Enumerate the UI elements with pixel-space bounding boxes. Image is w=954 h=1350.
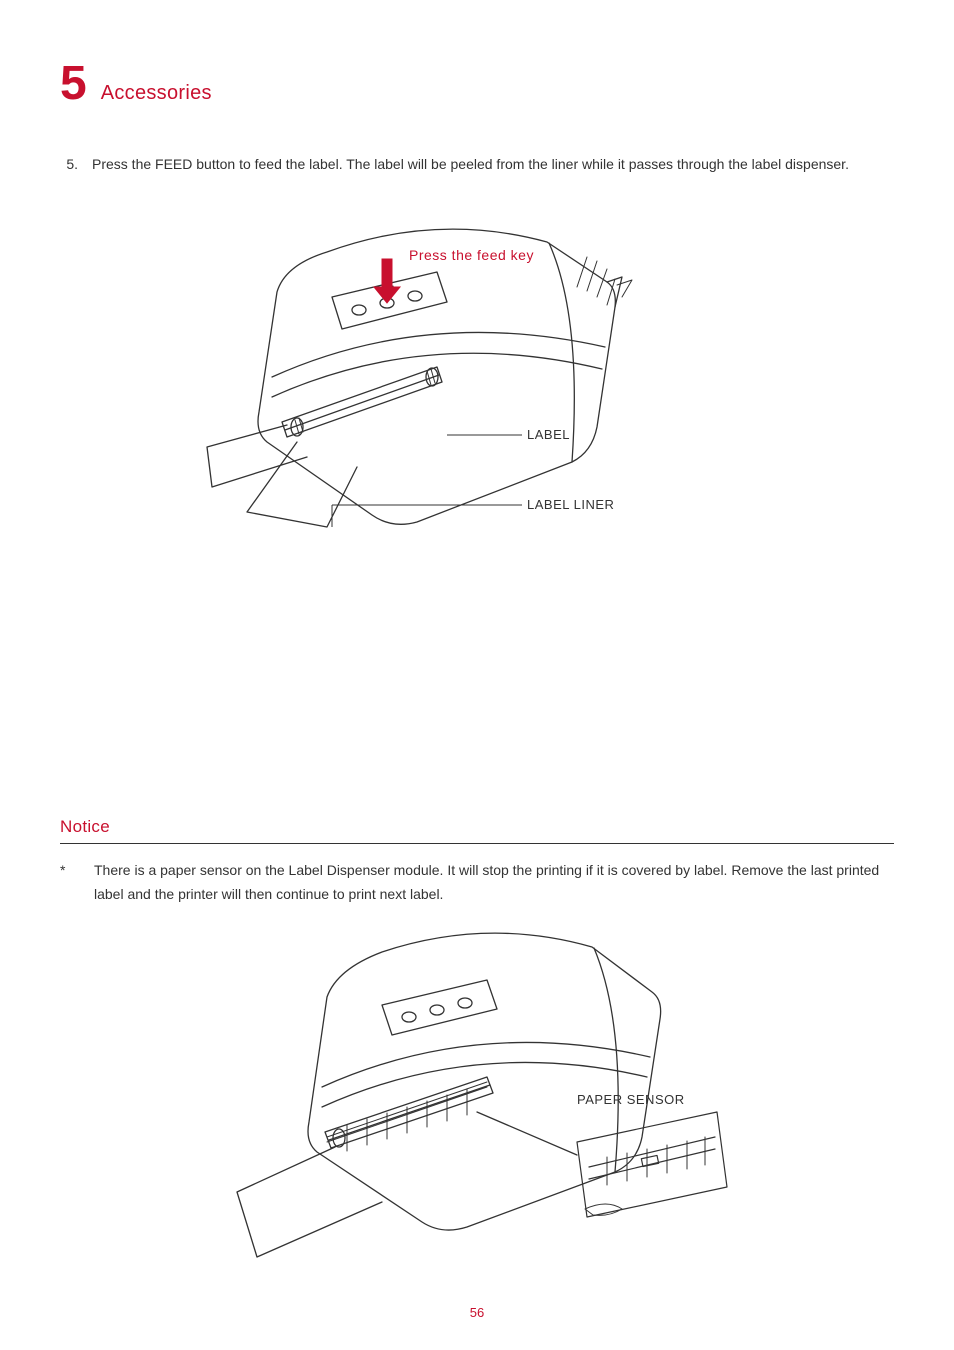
figure-1: Press the feed key LABEL LABEL LINER (177, 197, 777, 557)
page-number: 56 (0, 1305, 954, 1320)
notice-text: There is a paper sensor on the Label Dis… (94, 858, 894, 907)
chapter-number: 5 (60, 60, 87, 108)
page-root: 5 Accessories 5. Press the FEED button t… (0, 0, 954, 1350)
notice-block: Notice * There is a paper sensor on the … (60, 817, 894, 1277)
figure-2: PAPER SENSOR (177, 917, 777, 1277)
annotation-feed-key: Press the feed key (409, 247, 534, 263)
annotation-paper-sensor: PAPER SENSOR (577, 1092, 685, 1107)
chapter-header: 5 Accessories (60, 60, 894, 108)
step-text: Press the FEED button to feed the label.… (92, 153, 894, 177)
notice-row: * There is a paper sensor on the Label D… (60, 858, 894, 907)
annotation-label: LABEL (527, 427, 570, 442)
step-row: 5. Press the FEED button to feed the lab… (60, 153, 894, 177)
annotation-label-liner: LABEL LINER (527, 497, 614, 512)
notice-heading: Notice (60, 817, 894, 844)
step-number: 5. (60, 153, 78, 177)
notice-star: * (60, 858, 74, 907)
chapter-title: Accessories (101, 82, 212, 105)
